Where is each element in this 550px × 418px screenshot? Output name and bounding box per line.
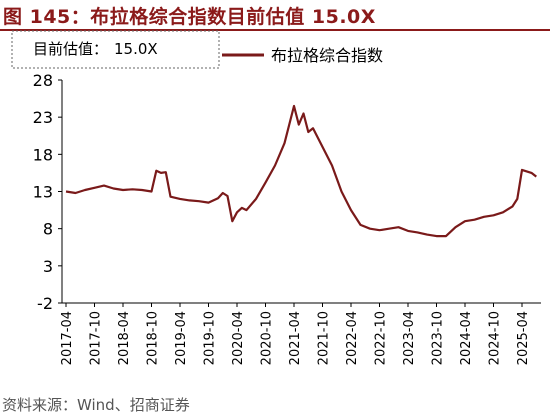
x-tick-label: 2024-04 — [459, 311, 474, 365]
x-tick-label: 2018-10 — [146, 311, 161, 365]
annotation-label: 目前估值： — [33, 40, 108, 58]
y-tick-label: 18 — [33, 145, 53, 164]
x-tick-label: 2017-04 — [60, 311, 75, 365]
chart-title: 图 145：布拉格综合指数目前估值 15.0X — [3, 6, 376, 28]
annotation-value: 15.0X — [114, 40, 158, 58]
annotation-box — [11, 30, 220, 69]
x-tick-label: 2021-10 — [317, 311, 332, 365]
source-note: 资料来源：Wind、招商证券 — [2, 396, 190, 414]
legend: 布拉格综合指数 — [222, 46, 383, 65]
x-tick-label: 2023-04 — [402, 311, 417, 365]
title-rule — [0, 29, 550, 31]
x-tick-label: 2017-10 — [89, 311, 104, 365]
value-annotation: 目前估值： 15.0X — [11, 30, 220, 69]
x-tick-label: 2025-04 — [516, 311, 531, 365]
plot-area: -2 3 8 13 18 23 28 2017-04 2017-10 2018-04 2018-10… — [33, 71, 541, 365]
x-tick-label: 2020-10 — [260, 311, 275, 365]
x-tick-label: 2019-10 — [203, 311, 218, 365]
x-tick-label: 2022-04 — [345, 311, 360, 365]
legend-label: 布拉格综合指数 — [271, 46, 383, 65]
x-tick-label: 2023-10 — [431, 311, 446, 365]
y-tick-label: 13 — [33, 183, 53, 202]
series-line — [65, 104, 537, 238]
y-tick-label: -2 — [37, 294, 53, 313]
y-tick-label: 23 — [33, 108, 53, 127]
x-tick-label: 2024-10 — [488, 311, 503, 365]
x-tick-label: 2018-04 — [117, 311, 132, 365]
y-tick-label: 3 — [43, 257, 53, 276]
x-tick-label: 2019-04 — [174, 311, 189, 365]
y-tick-label: 8 — [43, 220, 53, 239]
x-tick-label: 2022-10 — [374, 311, 389, 365]
y-tick-label: 28 — [33, 71, 53, 90]
x-tick-label: 2021-04 — [288, 311, 303, 365]
x-tick-label: 2020-04 — [231, 311, 246, 365]
